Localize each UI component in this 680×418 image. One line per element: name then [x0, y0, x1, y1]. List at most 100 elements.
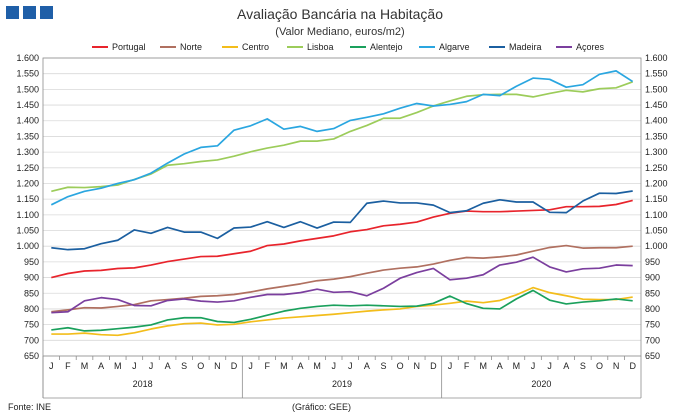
y-tick-label-right: 750 — [645, 320, 660, 330]
x-tick-label: F — [65, 361, 71, 371]
x-tick-label: M — [81, 361, 89, 371]
y-tick-label-left: 1.600 — [16, 53, 39, 63]
series-line-alentejo — [51, 289, 633, 332]
y-tick-label-left: 850 — [24, 288, 39, 298]
y-tick-label-right: 850 — [645, 288, 660, 298]
y-tick-label-left: 1.000 — [16, 241, 39, 251]
logo-square-icon — [23, 6, 36, 19]
legend-label-acores: Açores — [576, 42, 605, 52]
x-tick-label: M — [513, 361, 521, 371]
x-tick-label: J — [331, 361, 336, 371]
legend-label-algarve: Algarve — [439, 42, 470, 52]
x-tick-label: J — [547, 361, 552, 371]
x-tick-label: A — [165, 361, 171, 371]
x-tick-label: A — [497, 361, 503, 371]
x-tick-label: J — [348, 361, 353, 371]
series-line-centro — [51, 286, 633, 337]
chart-title: Avaliação Bancária na Habitação — [237, 6, 443, 22]
x-tick-label: A — [563, 361, 569, 371]
series-line-acores — [51, 256, 633, 314]
y-tick-label-right: 1.050 — [645, 226, 668, 236]
y-tick-label-right: 1.600 — [645, 53, 668, 63]
x-tick-label: J — [132, 361, 137, 371]
x-tick-label: M — [313, 361, 321, 371]
y-tick-label-right: 1.400 — [645, 116, 668, 126]
y-tick-label-right: 1.100 — [645, 210, 668, 220]
y-tick-label-left: 800 — [24, 304, 39, 314]
y-tick-label-left: 900 — [24, 273, 39, 283]
year-label: 2020 — [531, 379, 551, 389]
y-tick-label-left: 1.100 — [16, 210, 39, 220]
y-tick-label-right: 1.500 — [645, 84, 668, 94]
x-tick-label: A — [364, 361, 370, 371]
y-tick-label-left: 650 — [24, 351, 39, 361]
y-tick-label-left: 1.300 — [16, 147, 39, 157]
x-tick-label: J — [49, 361, 54, 371]
x-tick-label: F — [464, 361, 470, 371]
x-tick-label: S — [381, 361, 387, 371]
legend-label-lisboa: Lisboa — [307, 42, 334, 52]
series-line-portugal — [51, 199, 633, 279]
y-tick-label-right: 1.350 — [645, 131, 668, 141]
x-tick-label: A — [98, 361, 104, 371]
y-tick-label-right: 1.550 — [645, 69, 668, 79]
x-tick-label: D — [629, 361, 636, 371]
x-tick-label: S — [580, 361, 586, 371]
y-tick-label-left: 1.500 — [16, 84, 39, 94]
y-tick-label-left: 1.450 — [16, 100, 39, 110]
x-tick-label: O — [596, 361, 603, 371]
y-tick-label-left: 1.550 — [16, 69, 39, 79]
logo-square-icon — [6, 6, 19, 19]
x-tick-label: M — [280, 361, 288, 371]
x-tick-label: M — [114, 361, 122, 371]
x-tick-label: D — [430, 361, 437, 371]
y-tick-label-right: 1.250 — [645, 163, 668, 173]
year-label: 2019 — [332, 379, 352, 389]
logo-square-icon — [40, 6, 53, 19]
y-tick-label-right: 1.000 — [645, 241, 668, 251]
y-tick-label-left: 950 — [24, 257, 39, 267]
legend-label-centro: Centro — [242, 42, 269, 52]
y-tick-label-right: 800 — [645, 304, 660, 314]
y-tick-label-right: 1.150 — [645, 194, 668, 204]
y-tick-label-right: 1.450 — [645, 100, 668, 110]
x-tick-label: N — [414, 361, 421, 371]
y-tick-label-right: 1.200 — [645, 178, 668, 188]
x-tick-label: J — [448, 361, 453, 371]
legend-label-alentejo: Alentejo — [370, 42, 403, 52]
x-tick-label: J — [248, 361, 253, 371]
x-tick-label: M — [479, 361, 487, 371]
source-note: Fonte: INE — [8, 402, 52, 412]
credit-note: (Gráfico: GEE) — [292, 402, 352, 412]
y-tick-label-right: 700 — [645, 335, 660, 345]
series-line-madeira — [51, 190, 633, 251]
x-tick-label: N — [214, 361, 221, 371]
y-tick-label-left: 1.050 — [16, 226, 39, 236]
x-tick-label: F — [265, 361, 271, 371]
y-tick-label-left: 1.400 — [16, 116, 39, 126]
y-tick-label-right: 900 — [645, 273, 660, 283]
y-tick-label-left: 1.350 — [16, 131, 39, 141]
line-chart: 650 650 700 700 750 750 800 800 850 850 900 900 950 9… — [16, 42, 668, 399]
y-tick-label-left: 750 — [24, 320, 39, 330]
series-line-algarve — [50, 70, 634, 206]
legend-label-madeira: Madeira — [509, 42, 542, 52]
x-tick-label: J — [531, 361, 536, 371]
y-tick-label-left: 1.150 — [16, 194, 39, 204]
legend-label-portugal: Portugal — [112, 42, 146, 52]
y-tick-label-left: 1.200 — [16, 178, 39, 188]
chart-subtitle: (Valor Mediano, euros/m2) — [275, 26, 405, 38]
x-tick-label: A — [297, 361, 303, 371]
year-label: 2018 — [133, 379, 153, 389]
y-tick-label-left: 1.250 — [16, 163, 39, 173]
y-tick-label-right: 1.300 — [645, 147, 668, 157]
y-tick-label-right: 950 — [645, 257, 660, 267]
x-tick-label: N — [613, 361, 620, 371]
x-tick-label: O — [397, 361, 404, 371]
x-tick-label: J — [149, 361, 154, 371]
series-line-norte — [51, 244, 633, 313]
plot-frame — [42, 57, 642, 357]
x-tick-label: D — [231, 361, 238, 371]
legend-label-norte: Norte — [180, 42, 202, 52]
